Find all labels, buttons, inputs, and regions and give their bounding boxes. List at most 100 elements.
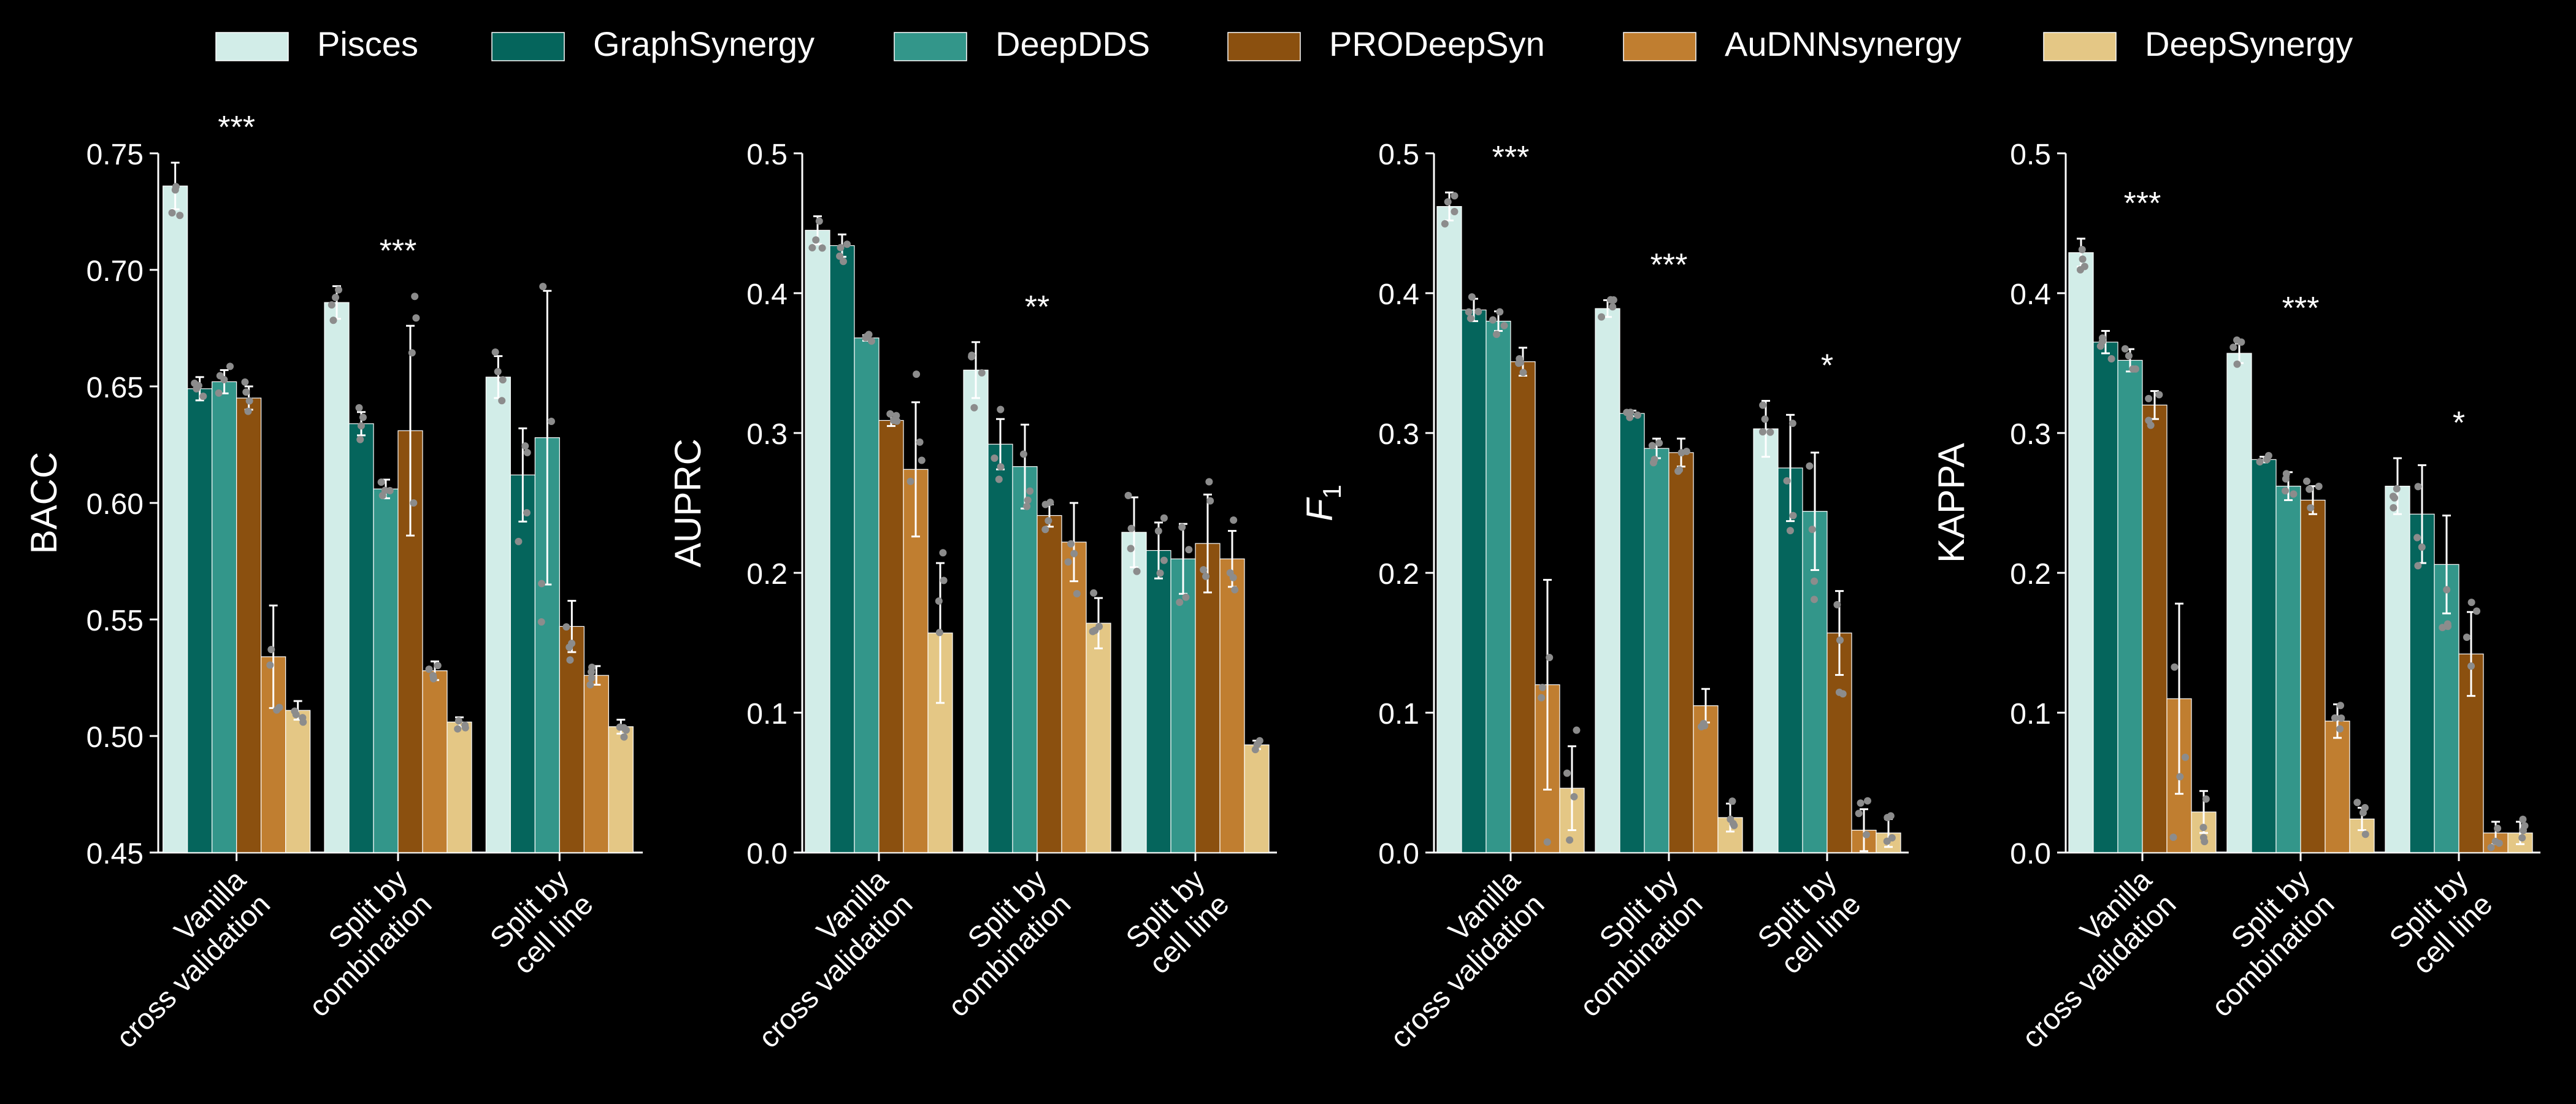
replicate-point <box>995 475 1003 483</box>
replicate-point <box>539 283 547 291</box>
error-bar <box>1568 745 1576 832</box>
replicate-point <box>2145 394 2153 402</box>
bar <box>2251 459 2277 853</box>
replicate-point <box>2390 504 2398 512</box>
replicate-point <box>913 370 921 378</box>
replicate-point <box>429 675 437 683</box>
bar <box>373 488 399 853</box>
replicate-point <box>2307 504 2315 512</box>
replicate-point <box>2487 843 2495 851</box>
replicate-point <box>622 726 630 734</box>
significance-marker: *** <box>218 110 255 145</box>
bar <box>1037 515 1062 853</box>
replicate-point <box>968 351 976 359</box>
replicate-point <box>266 661 274 669</box>
replicate-point <box>2306 485 2313 493</box>
replicate-point <box>2413 534 2421 542</box>
replicate-point <box>812 236 820 244</box>
replicate-point <box>1538 683 1546 691</box>
bar <box>878 420 904 853</box>
replicate-point <box>355 404 363 412</box>
replicate-point <box>291 707 299 715</box>
y-tick-label: 0.1 <box>746 698 788 730</box>
replicate-point <box>461 724 469 732</box>
bar <box>1121 532 1147 853</box>
replicate-point <box>1231 586 1239 594</box>
y-tick-label: 0.70 <box>86 255 144 288</box>
x-tick-label: Split bycombination <box>918 864 1077 1023</box>
replicate-point <box>2078 245 2086 253</box>
replicate-point <box>2361 830 2369 838</box>
replicate-point <box>1783 477 1791 485</box>
replicate-point <box>1516 355 1524 362</box>
replicate-point <box>1230 516 1238 524</box>
replicate-point <box>425 665 433 673</box>
replicate-point <box>1202 572 1210 580</box>
replicate-point <box>1806 462 1814 470</box>
x-tick-label: Split bycell line <box>2382 864 2499 980</box>
replicate-point <box>1496 308 1504 316</box>
replicate-point <box>916 438 924 446</box>
replicate-point <box>1160 514 1168 522</box>
replicate-point <box>907 477 914 485</box>
legend-item: DeepDDS <box>894 25 1150 63</box>
y-tick-label: 0.3 <box>746 418 788 451</box>
replicate-point <box>2337 702 2345 710</box>
replicate-point <box>537 618 545 626</box>
replicate-point <box>547 417 555 425</box>
x-tick-label: Vanillacross validation <box>86 864 277 1054</box>
legend-swatch <box>894 32 967 61</box>
replicate-point <box>1759 401 1767 409</box>
y-tick-label: 0.55 <box>86 605 144 637</box>
replicate-point <box>199 393 207 401</box>
bar <box>2093 342 2118 853</box>
replicate-point <box>1676 466 1684 474</box>
replicate-point <box>2076 266 2084 274</box>
bar <box>236 397 262 853</box>
replicate-point <box>1124 491 1132 499</box>
bar <box>2300 499 2326 853</box>
significance-marker: *** <box>380 234 417 269</box>
significance-marker: * <box>2453 405 2465 441</box>
replicate-point <box>808 243 816 251</box>
bar <box>1510 361 1536 853</box>
replicate-point <box>1451 192 1459 200</box>
legend-item: DeepSynergy <box>2043 25 2353 63</box>
bar <box>485 377 511 853</box>
bar <box>2409 513 2435 853</box>
replicate-point <box>1788 420 1796 427</box>
replicate-point <box>2079 255 2087 263</box>
significance-marker: *** <box>1650 247 1688 283</box>
replicate-point <box>356 435 364 443</box>
replicate-point <box>2518 834 2526 842</box>
replicate-point <box>523 508 531 516</box>
replicate-point <box>1811 596 1819 604</box>
replicate-point <box>2147 421 2155 429</box>
replicate-point <box>332 293 340 301</box>
bar <box>1195 543 1221 853</box>
bar <box>1219 558 1245 853</box>
chart-panel-f: 0.0 0.1 0.2 0.3 0.4 0.5 F1 *** Vanillacross vali… <box>1299 139 1909 1054</box>
replicate-point <box>588 674 596 682</box>
replicate-point <box>1598 313 1606 321</box>
x-tick-label: Vanillacross validation <box>1360 864 1551 1054</box>
replicate-point <box>1070 550 1078 558</box>
y-tick-label: 0.2 <box>2010 558 2051 591</box>
replicate-point <box>818 244 826 252</box>
legend-swatch <box>1623 32 1696 61</box>
y-tick-label: 0.0 <box>1378 838 1419 870</box>
replicate-point <box>2494 824 2502 832</box>
chart-panel-bacc: 0.45 0.50 0.55 0.60 0.65 0.70 0.75 BACC *** Vanil… <box>23 110 643 1054</box>
replicate-point <box>2336 725 2344 733</box>
bar <box>1170 558 1196 853</box>
replicate-point <box>1176 598 1184 606</box>
replicate-point <box>1607 296 1615 304</box>
replicate-point <box>2331 714 2339 722</box>
y-tick-label: 0.0 <box>2010 838 2051 870</box>
replicate-point <box>970 404 978 412</box>
replicate-point <box>1766 428 1774 436</box>
replicate-point <box>1857 799 1865 807</box>
replicate-point <box>586 681 594 689</box>
replicate-point <box>1728 797 1736 805</box>
replicate-point <box>171 186 179 194</box>
